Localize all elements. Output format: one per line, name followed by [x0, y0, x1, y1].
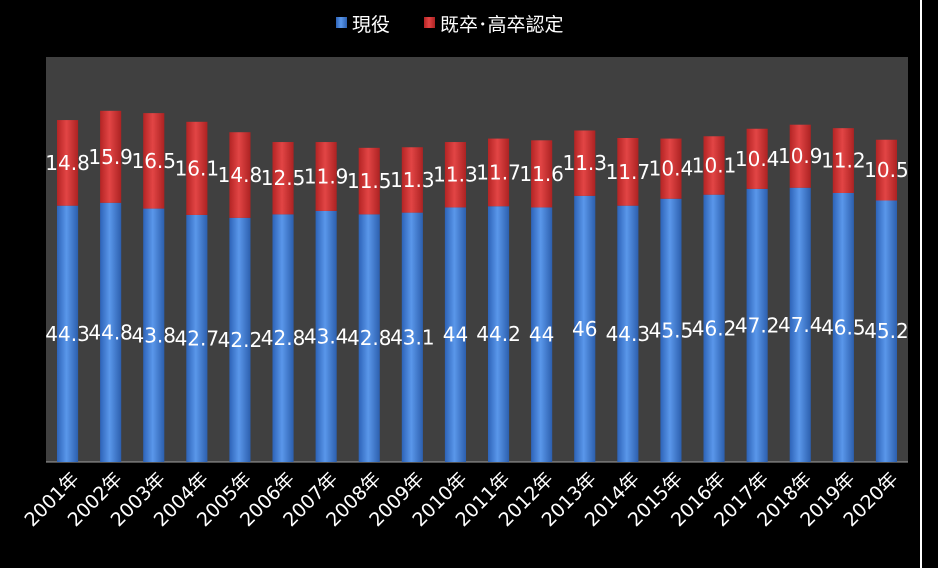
- bar-genyaku-2006年: [272, 214, 294, 462]
- plot-area: [46, 57, 908, 462]
- bar-kisotsu-2018年: [789, 124, 811, 188]
- data-label-genyaku-2004年: 42.7: [175, 326, 220, 350]
- bar-genyaku-2009年: [401, 212, 423, 462]
- x-tick-labels-group: 2001年2002年2003年2004年2005年2006年2007年2008年…: [20, 468, 902, 531]
- bar-genyaku-2010年: [444, 207, 467, 462]
- bar-kisotsu-2004年: [186, 121, 208, 215]
- bar-genyaku-2008年: [358, 214, 380, 462]
- bar-genyaku-2014年: [617, 205, 639, 462]
- data-label-kisotsu-2003年: 16.5: [131, 149, 176, 173]
- legend-label-kisotsu: 既卒･高卒認定: [440, 14, 564, 36]
- data-label-kisotsu-2017年: 10.4: [735, 147, 780, 171]
- bar-genyaku-2012年: [531, 207, 553, 462]
- bar-genyaku-2016年: [703, 194, 725, 462]
- data-label-kisotsu-2020年: 10.5: [864, 158, 909, 182]
- data-label-kisotsu-2004年: 16.1: [175, 156, 220, 180]
- data-label-kisotsu-2005年: 14.8: [218, 163, 263, 187]
- data-label-kisotsu-2008年: 11.5: [347, 169, 392, 193]
- data-label-kisotsu-2016年: 10.1: [692, 153, 737, 177]
- bar-kisotsu-2011年: [487, 138, 510, 207]
- data-label-kisotsu-2011年: 11.7: [476, 160, 521, 184]
- bar-genyaku-2005年: [229, 217, 251, 462]
- data-label-genyaku-2020年: 45.2: [864, 319, 909, 343]
- legend-swatch-genyaku: [336, 17, 347, 28]
- bar-kisotsu-2009年: [401, 147, 423, 213]
- data-label-genyaku-2006年: 42.8: [261, 326, 306, 350]
- data-label-genyaku-2005年: 42.2: [218, 328, 263, 352]
- bar-kisotsu-2006年: [272, 142, 294, 215]
- data-label-kisotsu-2007年: 11.9: [304, 164, 349, 188]
- bars-group: [56, 110, 898, 463]
- bar-genyaku-2017年: [746, 188, 768, 462]
- data-label-genyaku-2019年: 46.5: [821, 315, 866, 339]
- data-label-genyaku-2013年: 46: [572, 317, 597, 341]
- legend: 現役 既卒･高卒認定: [336, 14, 564, 36]
- bar-kisotsu-2010年: [444, 142, 467, 208]
- bar-genyaku-2018年: [789, 187, 811, 462]
- bar-genyaku-2003年: [143, 208, 165, 462]
- bar-genyaku-2011年: [487, 206, 510, 462]
- data-label-genyaku-2011年: 44.2: [476, 322, 521, 346]
- bar-kisotsu-2019年: [832, 128, 854, 193]
- data-label-genyaku-2017年: 47.2: [735, 313, 780, 337]
- bar-kisotsu-2017年: [746, 128, 768, 189]
- data-label-kisotsu-2013年: 11.3: [562, 151, 607, 175]
- bar-genyaku-2004年: [186, 214, 208, 462]
- data-label-genyaku-2015年: 45.5: [649, 318, 694, 342]
- bar-kisotsu-2005年: [229, 132, 251, 218]
- data-label-kisotsu-2010年: 11.3: [433, 163, 478, 187]
- data-label-kisotsu-2001年: 14.8: [45, 151, 90, 175]
- bar-genyaku-2001年: [56, 205, 79, 462]
- data-label-genyaku-2018年: 47.4: [778, 313, 823, 337]
- data-label-genyaku-2002年: 44.8: [88, 320, 133, 344]
- bar-kisotsu-2020年: [875, 139, 898, 201]
- bar-genyaku-2013年: [574, 195, 596, 462]
- bar-kisotsu-2013年: [574, 130, 596, 196]
- bar-genyaku-2015年: [660, 198, 682, 462]
- bar-genyaku-2020年: [875, 200, 898, 462]
- bar-kisotsu-2003年: [143, 113, 165, 209]
- data-label-kisotsu-2015年: 10.4: [649, 157, 694, 181]
- bar-kisotsu-2012年: [531, 140, 553, 208]
- data-label-genyaku-2009年: 43.1: [390, 325, 435, 349]
- data-label-genyaku-2012年: 44: [529, 323, 554, 347]
- data-label-kisotsu-2014年: 11.7: [606, 160, 651, 184]
- data-label-kisotsu-2018年: 10.9: [778, 144, 823, 168]
- data-label-genyaku-2014年: 44.3: [606, 322, 651, 346]
- bar-kisotsu-2016年: [703, 136, 725, 195]
- bar-genyaku-2007年: [315, 210, 337, 462]
- legend-swatch-kisotsu: [424, 17, 435, 28]
- data-label-genyaku-2007年: 43.4: [304, 324, 349, 348]
- bar-kisotsu-2008年: [358, 147, 380, 215]
- bar-kisotsu-2002年: [100, 110, 122, 203]
- bar-kisotsu-2007年: [315, 142, 337, 211]
- data-label-genyaku-2003年: 43.8: [131, 323, 176, 347]
- bar-kisotsu-2015年: [660, 138, 682, 199]
- data-label-kisotsu-2019年: 11.2: [821, 149, 866, 173]
- legend-label-genyaku: 現役: [352, 14, 390, 36]
- data-label-genyaku-2010年: 44: [443, 323, 468, 347]
- bar-genyaku-2002年: [100, 202, 122, 463]
- data-label-kisotsu-2006年: 12.5: [261, 166, 306, 190]
- bar-genyaku-2019年: [832, 192, 854, 462]
- data-label-kisotsu-2012年: 11.6: [519, 162, 564, 186]
- data-label-kisotsu-2009年: 11.3: [390, 168, 435, 192]
- data-label-genyaku-2001年: 44.3: [45, 322, 90, 346]
- data-label-genyaku-2016年: 46.2: [692, 316, 737, 340]
- data-label-genyaku-2008年: 42.8: [347, 326, 392, 350]
- bar-kisotsu-2014年: [617, 138, 639, 206]
- bar-kisotsu-2001年: [56, 120, 79, 206]
- data-label-kisotsu-2002年: 15.9: [88, 145, 133, 169]
- data-labels-group: 44.3 14.8 44.8 15.9 43.8 16.5 42.7 16.1 42.2 14.8…: [45, 144, 908, 352]
